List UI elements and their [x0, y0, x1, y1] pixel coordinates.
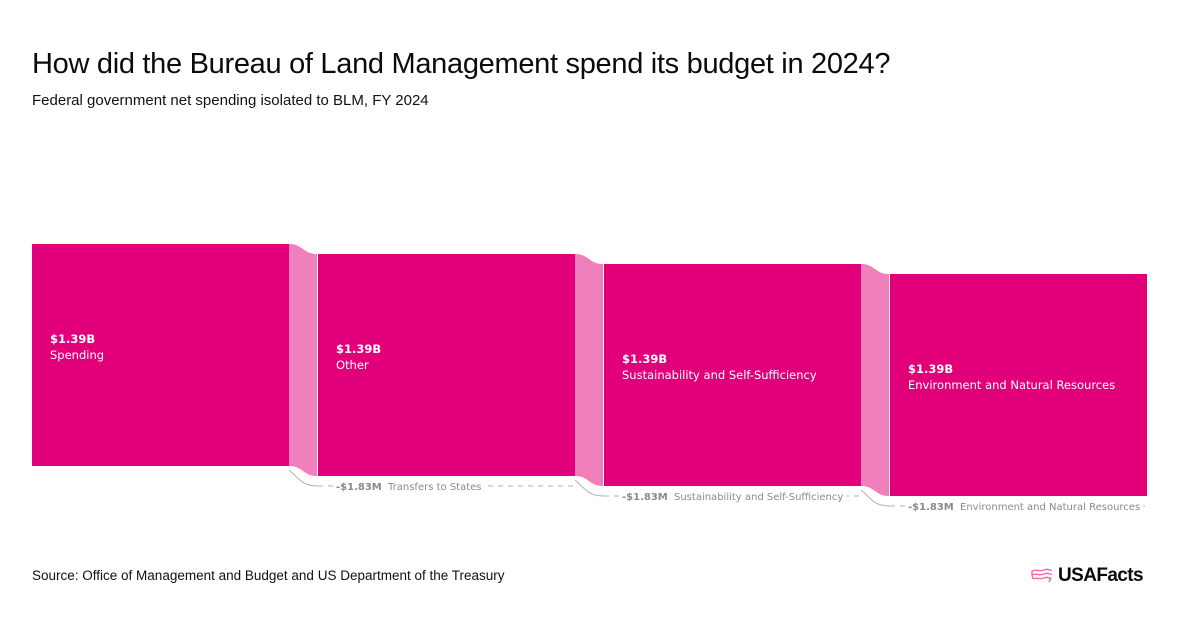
outflow-curve-0 — [288, 469, 319, 487]
outflow-value-0: -$1.83M — [336, 482, 382, 493]
sankey-link-0 — [289, 244, 317, 476]
outflow-curve-1 — [574, 479, 605, 497]
sankey-node-0 — [32, 244, 289, 466]
outflow-label-bg-0 — [333, 480, 485, 492]
us-map-flag-icon — [1031, 568, 1053, 583]
sankey-node-value-2: $1.39B — [622, 352, 667, 366]
outflow-label-bg-2 — [905, 500, 1144, 512]
sankey-node-label-2: Sustainability and Self-Sufficiency — [622, 368, 817, 382]
sankey-node-label-3: Environment and Natural Resources — [908, 378, 1115, 392]
outflow-label-1: Sustainability and Self-Sufficiency — [674, 492, 843, 503]
chart-title: How did the Bureau of Land Management sp… — [32, 48, 891, 80]
sankey-node-1 — [318, 254, 575, 476]
outflow-value-2: -$1.83M — [908, 502, 954, 513]
sankey-node-value-0: $1.39B — [50, 332, 95, 346]
sankey-node-3 — [890, 274, 1147, 496]
outflow-label-0: Transfers to States — [387, 482, 482, 493]
sankey-node-2 — [604, 264, 861, 486]
outflow-label-bg-1 — [619, 490, 847, 502]
sankey-link-1 — [575, 254, 603, 486]
outflow-label-2: Environment and Natural Resources — [960, 502, 1140, 513]
source-note: Source: Office of Management and Budget … — [32, 568, 505, 583]
usafacts-logo: USAFacts — [1030, 565, 1144, 587]
outflow-curve-2 — [860, 489, 891, 507]
outflow-value-1: -$1.83M — [622, 492, 668, 503]
sankey-node-label-0: Spending — [50, 348, 104, 362]
sankey-node-label-1: Other — [336, 358, 369, 372]
sankey-node-value-1: $1.39B — [336, 342, 381, 356]
sankey-link-2 — [861, 264, 889, 496]
sankey-node-value-3: $1.39B — [908, 362, 953, 376]
chart-subtitle: Federal government net spending isolated… — [32, 92, 429, 109]
brand-name: USAFacts — [1058, 565, 1144, 586]
